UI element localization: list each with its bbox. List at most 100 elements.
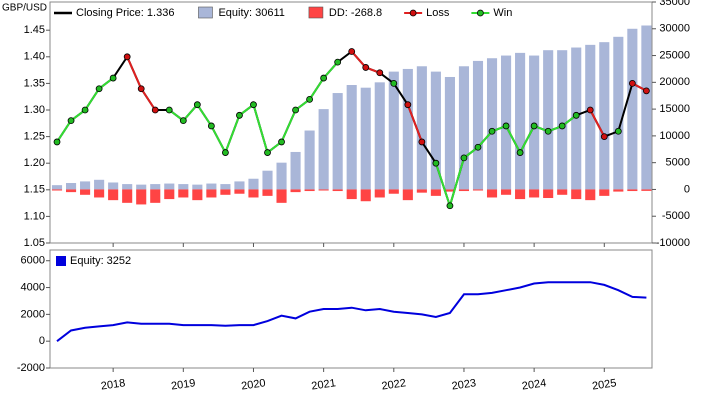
bar (65, 183, 77, 190)
bar (332, 93, 343, 190)
x-tick-label: 2025 (591, 377, 617, 392)
bar (515, 189, 526, 200)
trade-marker (376, 69, 384, 77)
bar (627, 28, 638, 190)
legend-label: Closing Price: 1.336 (76, 7, 174, 19)
y-tick-label: 6000 (21, 255, 45, 267)
trade-marker (390, 79, 398, 87)
trade-marker (614, 127, 622, 135)
trade-marker (81, 106, 89, 114)
y-tick-label: 1.20 (24, 157, 45, 169)
trade-marker (292, 106, 299, 114)
bar (80, 189, 91, 195)
bar (585, 44, 596, 190)
bar (444, 189, 455, 192)
bar (51, 189, 63, 191)
y2-tick-label: 0 (684, 183, 690, 195)
bar (234, 181, 245, 190)
trade-marker (250, 101, 257, 109)
bar (108, 189, 119, 201)
bar (220, 189, 231, 195)
bar (486, 58, 498, 190)
legend-symbol (476, 9, 484, 17)
trade-marker (222, 149, 229, 156)
trade-marker (320, 74, 328, 82)
trade-marker (418, 138, 426, 146)
bar (458, 189, 470, 192)
bar (515, 52, 526, 190)
bar (402, 189, 413, 201)
plot-frame (49, 249, 653, 369)
legend-symbol (308, 6, 324, 19)
y-tick-label: 1.15 (24, 184, 45, 196)
bar (557, 189, 568, 195)
bar (304, 130, 315, 190)
bar (360, 87, 371, 190)
legend-label: Loss (426, 7, 450, 19)
bar (262, 170, 273, 190)
trade-marker (334, 58, 342, 66)
trade-marker (236, 111, 243, 119)
bar (276, 162, 287, 190)
bar (164, 183, 175, 190)
x-tick-label: 2020 (241, 377, 267, 392)
trade-marker (432, 159, 440, 167)
y-tick-label: -2000 (17, 362, 45, 374)
bar (444, 76, 455, 190)
bar (599, 189, 610, 196)
bar (262, 189, 273, 196)
trade-marker (278, 138, 285, 146)
y2-tick-label: -10000 (656, 237, 690, 249)
trade-marker (165, 106, 173, 114)
trade-marker (558, 122, 566, 130)
y-tick-label: 1.25 (24, 131, 45, 143)
trade-marker (502, 122, 510, 130)
trade-marker (151, 106, 159, 114)
bar (529, 55, 540, 190)
y2-tick-label: -5000 (662, 210, 690, 222)
trade-marker (193, 101, 201, 109)
trade-marker (123, 53, 131, 61)
x-tick-label: 2018 (100, 377, 126, 392)
bar (80, 181, 91, 190)
trade-marker (628, 79, 636, 87)
bar (613, 189, 624, 192)
x-tick-label: 2023 (451, 377, 477, 392)
bar (346, 189, 357, 200)
y2-tick-label: 25000 (659, 49, 690, 61)
trade-marker (642, 87, 650, 95)
trade-marker (137, 85, 145, 93)
bar (290, 151, 301, 190)
y-tick-label: 1.05 (24, 237, 45, 249)
bar (122, 189, 133, 203)
bar (641, 189, 652, 191)
trade-marker (306, 95, 314, 103)
bar (543, 189, 554, 199)
bar (529, 189, 540, 198)
bar (51, 185, 63, 190)
bar (65, 189, 77, 193)
bar (136, 189, 147, 205)
bar (458, 66, 470, 190)
y2-tick-label: 5000 (666, 157, 690, 169)
trade-marker (207, 122, 215, 130)
bar (206, 189, 217, 198)
bar (613, 36, 624, 190)
trade-marker (446, 202, 454, 210)
bar (472, 60, 484, 190)
y2-tick-label: 20000 (659, 76, 690, 88)
x-tick-label: 2021 (311, 377, 337, 392)
x-tick-label: 2019 (170, 377, 196, 392)
bar (248, 178, 259, 190)
bar (206, 183, 217, 190)
trade-marker (109, 74, 117, 82)
bar (108, 182, 119, 190)
bar (276, 189, 287, 203)
trade-marker (586, 106, 594, 114)
bar (178, 189, 189, 198)
bar (486, 189, 498, 198)
trade-line (126, 50, 647, 143)
bar (501, 55, 512, 190)
legend-symbol (409, 9, 417, 17)
